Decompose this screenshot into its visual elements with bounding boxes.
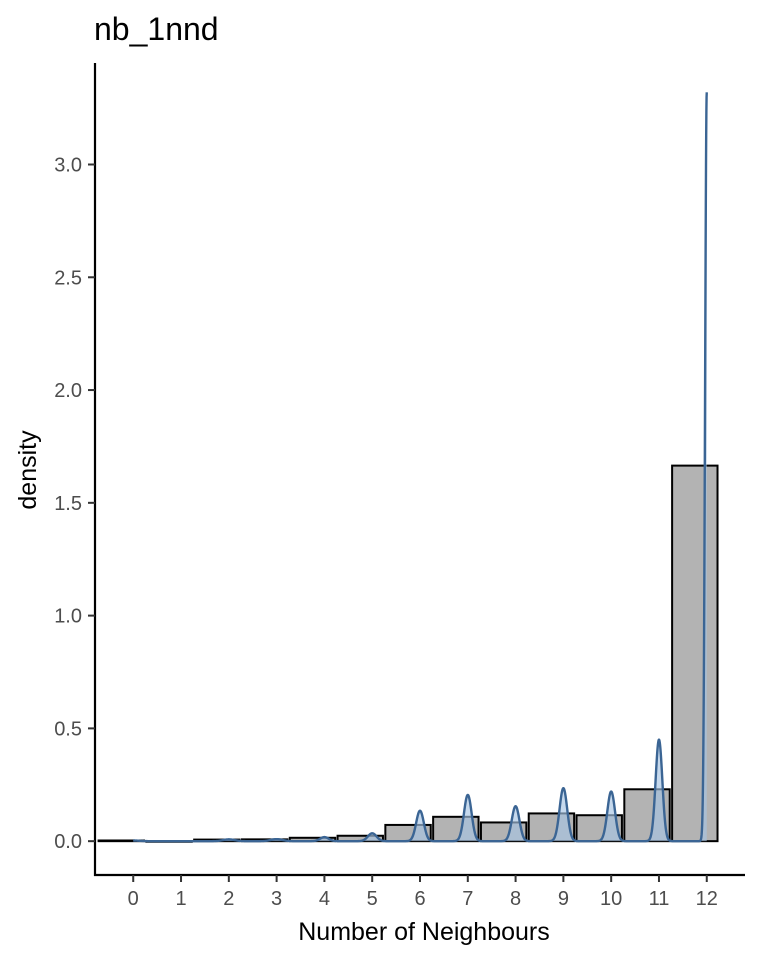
x-tick-label: 11 [649, 888, 670, 910]
plot-area [97, 92, 719, 843]
y-tick-label: 1.0 [54, 606, 82, 628]
x-tick-label: 3 [271, 888, 282, 910]
x-tick-label: 12 [696, 888, 718, 910]
density-area [133, 92, 707, 842]
histogram-bar [671, 464, 719, 843]
y-tick-label: 2.5 [54, 267, 82, 289]
y-tick-label: 0.0 [54, 831, 82, 853]
x-tick-label: 9 [558, 888, 569, 910]
x-tick-label: 2 [223, 888, 234, 910]
x-tick-label: 5 [367, 888, 378, 910]
y-axis-label: density [14, 430, 42, 510]
x-tick-label: 10 [600, 888, 622, 910]
x-tick-label: 1 [175, 888, 186, 910]
x-tick-label: 8 [510, 888, 521, 910]
y-axis-ticks: 0.0 0.5 1.0 1.5 2.0 2.5 3.0 [54, 155, 95, 853]
chart-title: nb_1nnd [94, 11, 219, 47]
x-axis-label: Number of Neighbours [298, 918, 550, 946]
y-tick-label: 3.0 [54, 155, 82, 177]
density-line [132, 92, 708, 843]
x-tick-label: 0 [128, 888, 139, 910]
x-tick-label: 4 [319, 888, 330, 910]
y-tick-label: 1.5 [54, 493, 82, 515]
x-axis-ticks: 0 1 2 3 4 5 6 7 8 9 10 11 12 [128, 875, 718, 910]
x-tick-label: 6 [414, 888, 425, 910]
x-tick-label: 7 [462, 888, 473, 910]
y-tick-label: 0.5 [54, 718, 82, 740]
y-tick-label: 2.0 [54, 380, 82, 402]
